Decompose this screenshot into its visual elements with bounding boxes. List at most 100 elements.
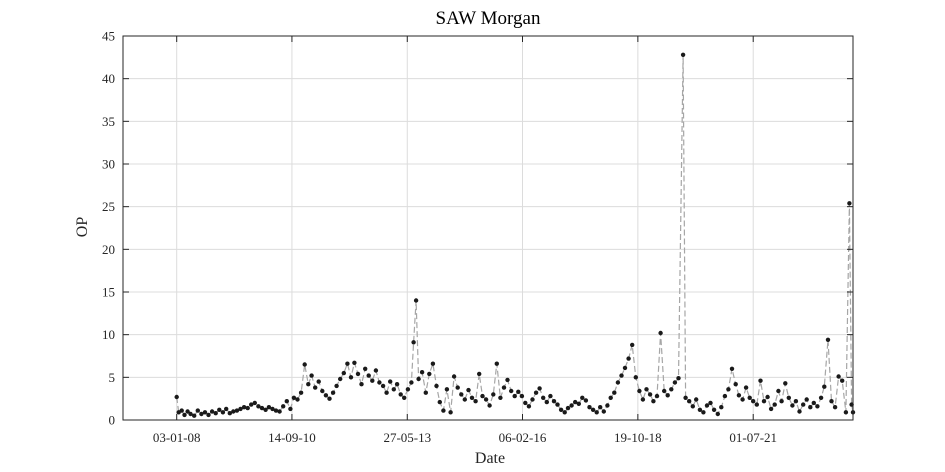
data-point xyxy=(847,201,852,206)
data-point xyxy=(772,402,777,407)
data-point xyxy=(338,376,343,382)
data-point xyxy=(501,385,507,390)
data-point xyxy=(291,395,297,400)
data-point xyxy=(179,408,184,413)
data-point xyxy=(658,330,663,336)
data-point xyxy=(779,399,784,404)
data-point xyxy=(444,387,450,392)
data-point xyxy=(569,403,574,408)
data-point xyxy=(188,411,193,417)
data-point xyxy=(327,396,332,401)
data-point xyxy=(466,387,471,393)
x-tick-label: 27-05-13 xyxy=(383,430,431,445)
data-point xyxy=(405,387,411,392)
data-point xyxy=(298,390,304,395)
chart-title: SAW Morgan xyxy=(436,8,541,29)
data-point xyxy=(676,376,681,381)
x-tick-label: 19-10-18 xyxy=(614,430,662,445)
data-point xyxy=(647,392,653,397)
data-point xyxy=(729,366,735,371)
data-point xyxy=(654,393,660,399)
data-point xyxy=(829,399,834,404)
y-tick-label: 15 xyxy=(102,285,115,300)
data-point xyxy=(330,390,336,395)
data-point xyxy=(213,411,218,416)
data-point xyxy=(601,409,606,414)
data-point xyxy=(565,405,571,411)
data-point xyxy=(598,405,603,410)
data-point xyxy=(273,408,279,413)
data-point xyxy=(455,385,460,390)
data-point xyxy=(462,397,467,402)
data-point xyxy=(270,406,275,412)
data-point xyxy=(411,340,416,345)
data-point xyxy=(245,405,250,411)
data-point xyxy=(302,362,307,367)
data-point xyxy=(544,399,549,405)
data-point xyxy=(345,361,350,366)
y-tick-label: 0 xyxy=(109,413,116,428)
data-point xyxy=(541,395,546,400)
data-point xyxy=(637,388,642,394)
data-point xyxy=(783,381,788,386)
data-point xyxy=(530,397,535,402)
data-point xyxy=(394,382,400,387)
data-point xyxy=(804,397,809,402)
data-point xyxy=(548,393,553,399)
data-point xyxy=(822,384,827,389)
data-point xyxy=(551,399,557,404)
y-tick-label: 35 xyxy=(102,114,115,129)
data-point xyxy=(259,405,265,411)
data-point xyxy=(726,387,731,392)
data-point xyxy=(754,402,759,407)
data-point xyxy=(801,402,806,407)
data-point xyxy=(384,390,389,395)
data-point xyxy=(359,382,364,387)
x-tick-label: 14-09-10 xyxy=(268,430,316,445)
data-point xyxy=(580,395,585,400)
y-tick-label: 20 xyxy=(102,242,115,257)
data-point xyxy=(662,388,667,394)
data-point xyxy=(473,399,478,404)
data-point xyxy=(427,371,432,377)
data-point xyxy=(480,393,485,399)
data-point xyxy=(797,409,802,414)
data-point xyxy=(587,405,592,410)
data-point xyxy=(719,405,724,410)
data-point xyxy=(537,386,542,391)
data-point xyxy=(751,399,756,404)
data-point xyxy=(562,410,567,415)
data-point xyxy=(743,385,749,390)
data-point xyxy=(413,298,419,303)
data-point xyxy=(202,410,208,415)
data-point xyxy=(209,409,215,414)
data-point xyxy=(366,373,371,378)
data-point xyxy=(313,385,318,390)
data-point xyxy=(217,407,222,412)
series-layer xyxy=(174,52,856,418)
data-point xyxy=(266,405,272,410)
data-point xyxy=(776,388,781,394)
data-point xyxy=(672,380,678,385)
data-point xyxy=(622,365,628,371)
data-point xyxy=(516,389,521,394)
data-point xyxy=(252,400,257,406)
data-point xyxy=(815,404,820,409)
y-tick-label: 25 xyxy=(102,199,115,214)
data-point xyxy=(669,387,674,392)
data-point xyxy=(832,405,838,410)
data-point xyxy=(509,388,514,394)
data-point xyxy=(295,397,300,402)
plot-frame xyxy=(122,35,854,421)
data-point xyxy=(523,400,528,406)
data-point xyxy=(231,409,236,414)
data-point xyxy=(733,382,738,387)
data-point xyxy=(558,407,564,412)
data-point xyxy=(708,400,713,406)
data-point xyxy=(512,393,517,399)
data-point xyxy=(448,410,453,415)
data-point xyxy=(199,411,204,417)
y-axis-label: OP xyxy=(74,217,91,238)
data-point xyxy=(391,387,396,392)
data-point xyxy=(605,403,610,408)
